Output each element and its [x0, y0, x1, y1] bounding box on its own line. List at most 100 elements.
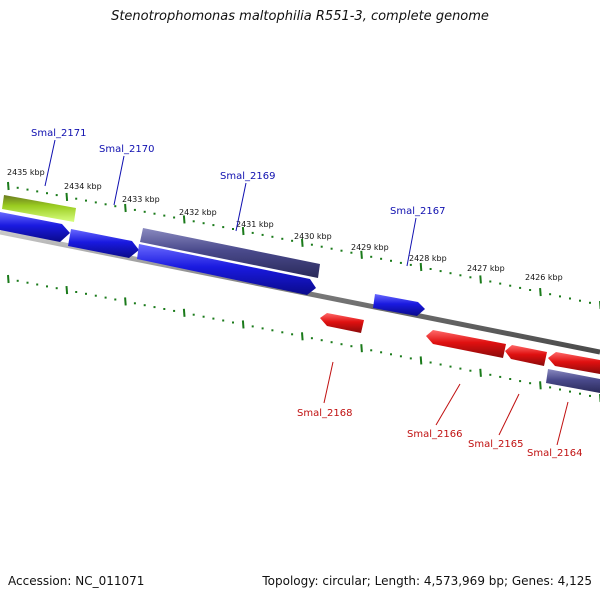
scale-minor-tick — [429, 361, 432, 364]
scale-minor-tick — [390, 259, 392, 262]
scale-minor-tick — [291, 239, 294, 242]
scale-minor-tick — [153, 306, 156, 309]
scale-minor-tick — [75, 197, 78, 200]
scale-major-tick — [479, 368, 482, 377]
scale-minor-tick — [409, 263, 412, 266]
scale-minor-tick — [271, 235, 274, 238]
scale-label: 2429 kbp — [351, 243, 389, 252]
scale-minor-tick — [232, 321, 234, 324]
scale-minor-tick — [509, 378, 512, 380]
scale-minor-tick — [85, 199, 87, 202]
scale-minor-tick — [94, 294, 97, 297]
gene-label-Smal_2165[interactable]: Smal_2165 — [468, 439, 523, 450]
gene-Smal_2169-bar[interactable] — [140, 228, 320, 278]
scale-minor-tick — [429, 268, 432, 270]
scale-minor-tick — [469, 276, 472, 279]
scale-minor-tick — [489, 373, 492, 376]
genome-title: Stenotrophomonas maltophilia R551-3, com… — [111, 9, 489, 24]
scale-minor-tick — [559, 295, 561, 298]
scale-major-tick — [182, 215, 186, 224]
scale-minor-tick — [212, 224, 215, 227]
gene-Smal_2166-bar[interactable] — [426, 330, 506, 358]
scale-minor-tick — [222, 226, 225, 229]
scale-minor-tick — [163, 308, 166, 310]
scale-major-tick — [65, 286, 69, 295]
scale-minor-tick — [559, 388, 561, 391]
scale-minor-tick — [173, 216, 176, 219]
scale-minor-tick — [36, 190, 39, 193]
scale-major-tick — [182, 308, 186, 317]
scale-minor-tick — [261, 327, 264, 330]
scale-major-tick — [539, 381, 542, 390]
gene-label-Smal_2170[interactable]: Smal_2170 — [99, 144, 154, 155]
scale-major-tick — [65, 192, 69, 201]
scale-minor-tick — [459, 274, 462, 277]
reverse-scale-track — [7, 274, 600, 403]
scale-minor-tick — [330, 341, 333, 344]
scale-major-tick — [539, 288, 542, 297]
scale-minor-tick — [569, 390, 571, 393]
gene-Smal_2167-bar[interactable] — [373, 294, 425, 316]
scale-minor-tick — [281, 237, 284, 240]
scale-minor-tick — [489, 280, 492, 283]
gene-label-Smal_2168[interactable]: Smal_2168 — [297, 408, 352, 419]
scale-major-tick — [419, 262, 423, 272]
scale-minor-tick — [153, 212, 156, 215]
scale-label: 2426 kbp — [525, 273, 563, 282]
scale-minor-tick — [310, 243, 313, 246]
leader-line — [406, 217, 417, 267]
scale-minor-tick — [114, 205, 117, 208]
leader-line — [323, 361, 334, 404]
scale-minor-tick — [36, 283, 39, 286]
scale-minor-tick — [439, 270, 442, 273]
scale-major-tick — [241, 320, 245, 329]
scale-minor-tick — [163, 214, 166, 217]
scale-minor-tick — [202, 222, 205, 225]
gene-label-Smal_2171[interactable]: Smal_2171 — [31, 128, 86, 139]
scale-minor-tick — [499, 375, 502, 378]
scale-minor-tick — [46, 192, 48, 195]
scale-minor-tick — [499, 282, 502, 285]
gene-Smal_2170-bar[interactable] — [68, 229, 139, 258]
scale-label: 2428 kbp — [409, 254, 447, 263]
scale-minor-tick — [380, 257, 383, 260]
gene-label-Smal_2164[interactable]: Smal_2164 — [527, 448, 582, 459]
scale-minor-tick — [46, 285, 48, 288]
scale-minor-tick — [579, 392, 581, 395]
scale-minor-tick — [281, 331, 284, 334]
gene-Smal_2171-bar[interactable] — [2, 195, 76, 222]
gene-label-Smal_2169[interactable]: Smal_2169 — [220, 171, 275, 182]
gene-Smal_2168-bar[interactable] — [320, 313, 364, 333]
gene-Smal_2165-bar[interactable] — [505, 345, 547, 366]
scale-minor-tick — [390, 353, 392, 356]
scale-minor-tick — [104, 203, 107, 206]
scale-minor-tick — [16, 186, 19, 189]
scale-minor-tick — [549, 386, 552, 389]
scale-minor-tick — [192, 313, 195, 316]
scale-minor-tick — [350, 345, 353, 348]
scale-major-tick — [7, 274, 10, 284]
scale-labels: 2435 kbp 2434 kbp 2433 kbp 2432 kbp 2431… — [7, 168, 563, 282]
leader-line — [435, 383, 461, 426]
scale-label: 2427 kbp — [467, 264, 505, 273]
leader-line — [498, 393, 520, 436]
gene-label-Smal_2166[interactable]: Smal_2166 — [407, 429, 462, 440]
scale-minor-tick — [519, 380, 522, 383]
scale-minor-tick — [399, 261, 402, 264]
gene-Smal_2164-bar[interactable] — [546, 369, 600, 393]
scale-label: 2430 kbp — [294, 232, 332, 241]
leader-line — [113, 155, 125, 206]
scale-major-tick — [360, 250, 363, 259]
scale-minor-tick — [330, 247, 333, 250]
scale-label: 2434 kbp — [64, 182, 102, 191]
accession-text: Accession: NC_011071 — [8, 574, 145, 588]
scale-major-tick — [301, 238, 304, 247]
scale-minor-tick — [340, 249, 343, 252]
scale-minor-tick — [173, 309, 176, 312]
gene-forward-bar-long[interactable] — [137, 244, 316, 295]
gene-label-Smal_2167[interactable]: Smal_2167 — [390, 206, 445, 217]
gene-forward-bar[interactable] — [0, 212, 70, 242]
gene-Smal_2164-red-bar[interactable] — [548, 352, 600, 374]
scale-major-tick — [419, 356, 423, 365]
